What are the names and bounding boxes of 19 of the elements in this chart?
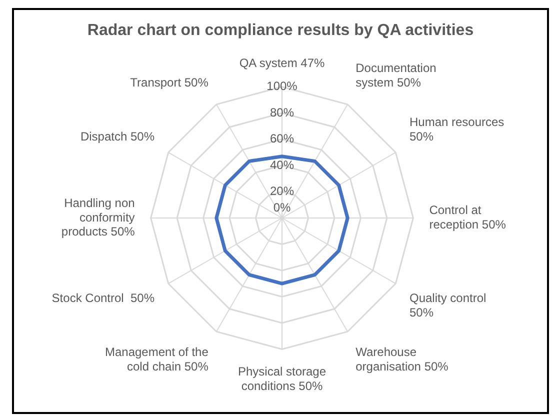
chart-title: Radar chart on compliance results by QA activities bbox=[86, 22, 475, 40]
y-tick-label: 20% bbox=[270, 184, 294, 198]
spoke-label: Stock Control 50% bbox=[52, 291, 155, 306]
spoke-label: QA system 47% bbox=[239, 56, 326, 70]
y-tick-label: 100% bbox=[266, 79, 298, 94]
spoke-label: Control at reception 50% bbox=[429, 203, 506, 232]
y-tick-label: 80% bbox=[270, 105, 294, 120]
spoke-label: Quality control 50% bbox=[409, 291, 486, 320]
spoke-label: Documentation system 50% bbox=[356, 61, 436, 90]
y-tick-label: 0% bbox=[273, 200, 291, 214]
spoke-label: Physical storage conditions 50% bbox=[238, 364, 326, 394]
y-tick-label: 60% bbox=[270, 132, 294, 146]
spoke-label: Human resources 50% bbox=[409, 115, 504, 144]
spoke-label: Warehouse organisation 50% bbox=[356, 344, 449, 374]
y-tick-label: 40% bbox=[270, 158, 294, 172]
spoke-label: Management of the cold chain 50% bbox=[104, 344, 209, 374]
spoke-label: Transport 50% bbox=[130, 76, 209, 90]
spoke-label: Dispatch 50% bbox=[80, 130, 155, 144]
spoke-label: Handling non conformity products 50% bbox=[61, 196, 136, 239]
